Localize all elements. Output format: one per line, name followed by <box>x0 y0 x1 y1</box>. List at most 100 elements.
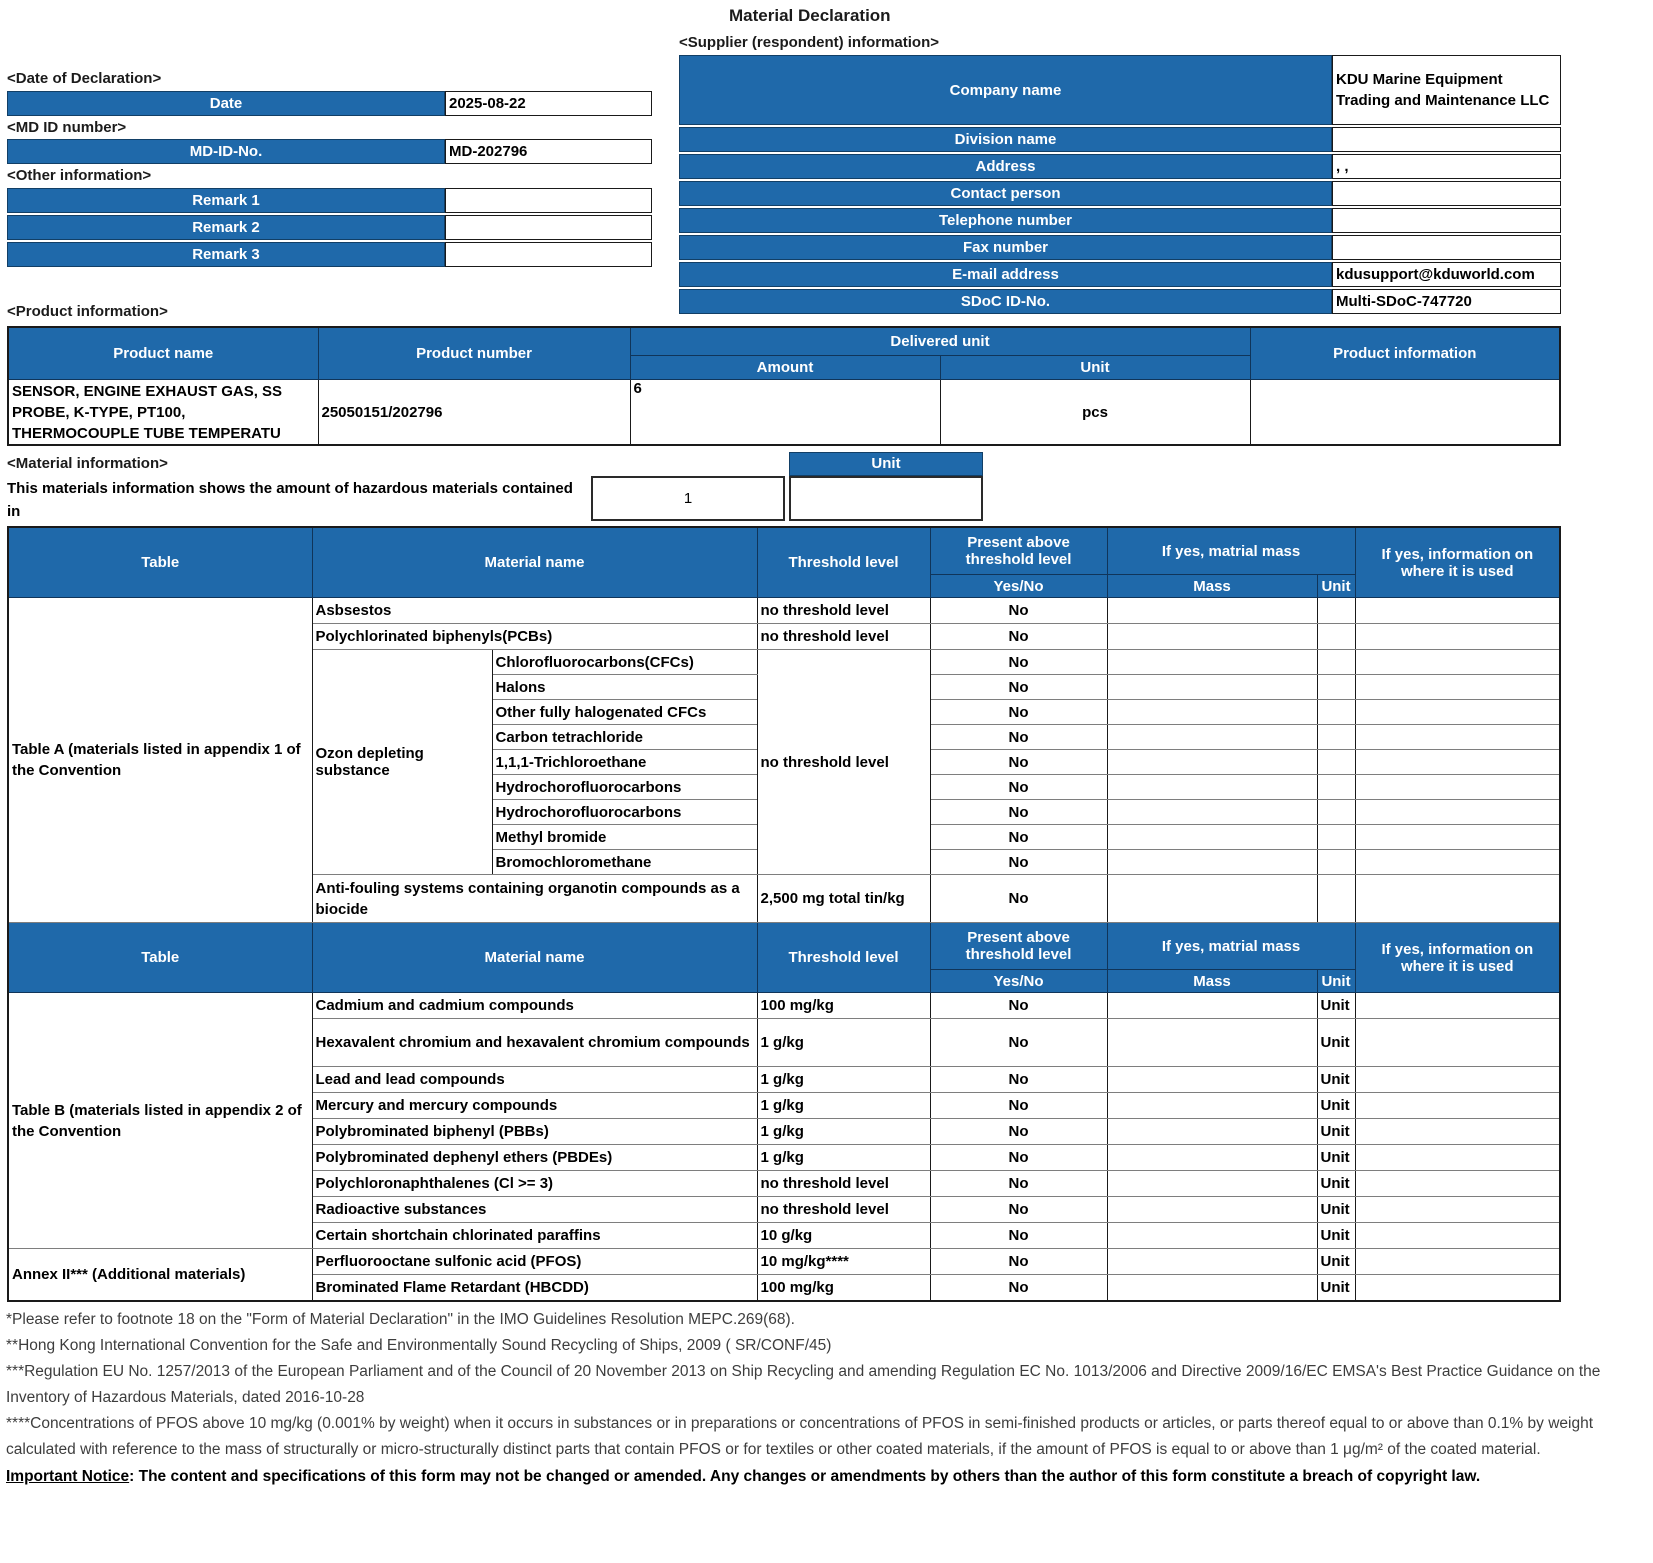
present-value: No <box>929 674 1108 700</box>
info-value <box>1354 824 1561 850</box>
remark-row: Remark 2 <box>7 215 652 240</box>
col-mass-header: Mass <box>1106 574 1318 598</box>
sdoc-label: SDoC ID-No. <box>679 289 1332 314</box>
material-name: Asbsestos <box>311 597 758 624</box>
material-name: Carbon tetrachloride <box>491 724 758 750</box>
remark2-value <box>445 215 652 240</box>
unit-value <box>1316 749 1356 775</box>
mass-value <box>1106 1196 1318 1223</box>
material-info-amount: 1 <box>591 476 785 521</box>
table-row: Halons No <box>8 674 1561 700</box>
col-material-name-header: Material name <box>311 922 758 993</box>
supplier-row: Contact person <box>679 181 1561 206</box>
unit-value <box>1316 597 1356 624</box>
delivered-unit-header: Delivered unit <box>629 326 1251 356</box>
present-value: No <box>929 1248 1108 1275</box>
date-label: Date <box>7 91 445 116</box>
table-row: Annex II*** (Additional materials) Perfl… <box>7 1248 1561 1302</box>
address-label: Address <box>679 154 1332 179</box>
unit-value: Unit <box>1316 1144 1356 1171</box>
unit-value: Unit <box>1316 992 1356 1019</box>
threshold-level: 1 g/kg <box>756 1144 931 1171</box>
footnote-2: **Hong Kong International Convention for… <box>6 1337 832 1354</box>
supplier-row: Telephone number <box>679 208 1561 233</box>
col-ifyes-info-header: If yes, information on where it is used <box>1354 526 1561 598</box>
mass-value <box>1106 724 1318 750</box>
table-row: Hydrochorofluorocarbons No <box>8 774 1561 800</box>
col-material-name-header: Material name <box>311 526 758 598</box>
table-row: Brominated Flame Retardant (HBCDD) 100 m… <box>8 1274 1561 1302</box>
info-value <box>1354 749 1561 775</box>
md-table: MD-ID-No. MD-202796 <box>7 137 652 166</box>
footnote-4: ****Concentrations of PFOS above 10 mg/k… <box>6 1415 1593 1458</box>
info-value <box>1354 1092 1561 1119</box>
mass-value <box>1106 1144 1318 1171</box>
col-unit-header: Unit <box>1316 969 1356 993</box>
threshold-level: 1 g/kg <box>756 1066 931 1093</box>
info-value <box>1354 597 1561 624</box>
info-value <box>1354 849 1561 875</box>
table-row: Table B (materials listed in appendix 2 … <box>7 992 1561 1249</box>
threshold-level: no threshold level <box>756 1170 931 1197</box>
table-row: Table A (materials listed in appendix 1 … <box>7 597 1561 923</box>
present-value: No <box>929 749 1108 775</box>
threshold-level: 2,500 mg total tin/kg <box>756 874 931 923</box>
address-value: , , <box>1332 154 1561 179</box>
info-value <box>1354 699 1561 725</box>
present-value: No <box>929 992 1108 1019</box>
material-name: Certain shortchain chlorinated paraffins <box>311 1222 758 1249</box>
unit-value: Unit <box>1316 1170 1356 1197</box>
material-name: Bromochloromethane <box>491 849 758 875</box>
footnote-1: *Please refer to footnote 18 on the "For… <box>6 1311 795 1328</box>
unit-value: Unit <box>1316 1248 1356 1275</box>
company-name-label: Company name <box>679 55 1332 125</box>
info-value <box>1354 874 1561 923</box>
material-name: Halons <box>491 674 758 700</box>
unit-value: Unit <box>1316 1066 1356 1093</box>
threshold-level: no threshold level <box>756 1196 931 1223</box>
info-value <box>1354 1222 1561 1249</box>
material-info-note: This materials information shows the amo… <box>7 480 573 520</box>
product-number-header: Product number <box>317 326 631 380</box>
mass-value <box>1106 1248 1318 1275</box>
present-value: No <box>929 799 1108 825</box>
annex-group-label: Annex II*** (Additional materials) <box>7 1248 313 1302</box>
material-name: Lead and lead compounds <box>311 1066 758 1093</box>
mass-value <box>1106 623 1318 650</box>
present-value: No <box>929 1144 1108 1171</box>
material-name: Hexavalent chromium and hexavalent chrom… <box>311 1018 758 1067</box>
present-value: No <box>929 1170 1108 1197</box>
contact-person-label: Contact person <box>679 181 1332 206</box>
col-unit-header: Unit <box>1316 574 1356 598</box>
material-name: Polybrominated dephenyl ethers (PBDEs) <box>311 1144 758 1171</box>
sdoc-value: Multi-SDoC-747720 <box>1332 289 1561 314</box>
material-info-section: <Material information> This materials in… <box>0 446 1653 526</box>
info-value <box>1354 799 1561 825</box>
unit-value: Unit <box>1316 1092 1356 1119</box>
material-name: Other fully halogenated CFCs <box>491 699 758 725</box>
threshold-level: 100 mg/kg <box>756 992 931 1019</box>
mass-value <box>1106 849 1318 875</box>
mass-value <box>1106 1092 1318 1119</box>
threshold-level: no threshold level <box>756 597 931 624</box>
material-name: Perfluorooctane sulfonic acid (PFOS) <box>311 1248 758 1275</box>
col-ifyes-mass-header: If yes, matrial mass <box>1106 526 1356 575</box>
mass-value <box>1106 649 1318 675</box>
important-notice-label: Important Notice <box>6 1468 130 1485</box>
product-info-header: Product information <box>1249 326 1561 380</box>
product-section-heading: <Product information> <box>7 303 168 320</box>
col-table-header: Table <box>7 526 313 598</box>
mass-value <box>1106 874 1318 923</box>
col-ifyes-mass-header: If yes, matrial mass <box>1106 922 1356 970</box>
unit-value <box>1316 674 1356 700</box>
remark2-label: Remark 2 <box>7 215 445 240</box>
info-value <box>1354 1170 1561 1197</box>
material-info-unit-header: Unit <box>789 452 983 476</box>
present-value: No <box>929 849 1108 875</box>
material-name: Brominated Flame Retardant (HBCDD) <box>311 1274 758 1302</box>
mass-value <box>1106 1222 1318 1249</box>
unit-value <box>1316 774 1356 800</box>
remark-row: Remark 1 <box>7 188 652 213</box>
material-name: Polychloronaphthalenes (Cl >= 3) <box>311 1170 758 1197</box>
material-section-heading: <Material information> <box>7 455 168 472</box>
